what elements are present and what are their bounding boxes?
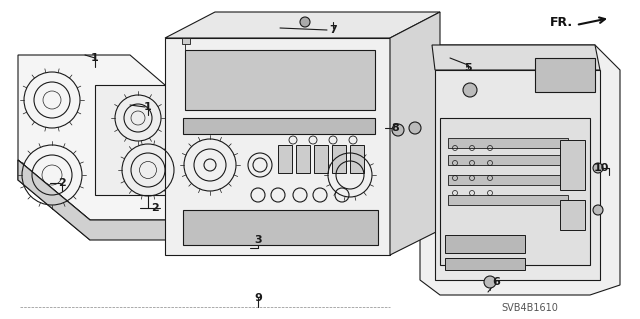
Bar <box>278 145 292 173</box>
Bar <box>445 235 525 253</box>
Circle shape <box>463 83 477 97</box>
Bar <box>560 140 585 190</box>
Text: FR.: FR. <box>550 16 573 28</box>
Text: 9: 9 <box>254 293 262 303</box>
Text: SVB4B1610: SVB4B1610 <box>502 303 559 313</box>
Polygon shape <box>435 70 600 280</box>
Bar <box>448 175 568 185</box>
Text: 7: 7 <box>329 25 337 35</box>
Bar <box>183 118 375 134</box>
Bar <box>182 38 190 44</box>
Text: 10: 10 <box>593 163 609 173</box>
Bar <box>560 200 585 230</box>
Bar <box>296 145 310 173</box>
Bar <box>448 155 568 165</box>
Polygon shape <box>18 160 90 240</box>
Polygon shape <box>165 38 390 255</box>
Circle shape <box>593 205 603 215</box>
Polygon shape <box>432 45 600 70</box>
Polygon shape <box>18 160 200 240</box>
Text: 6: 6 <box>492 277 500 287</box>
Bar <box>332 145 346 173</box>
Circle shape <box>300 17 310 27</box>
Circle shape <box>392 124 404 136</box>
Text: 2: 2 <box>58 178 66 188</box>
Polygon shape <box>165 12 440 38</box>
Bar <box>350 145 364 173</box>
Bar <box>445 258 525 270</box>
Text: 1: 1 <box>144 102 152 112</box>
Polygon shape <box>440 118 590 265</box>
Circle shape <box>484 276 496 288</box>
Polygon shape <box>535 58 595 92</box>
Text: 8: 8 <box>391 123 399 133</box>
Polygon shape <box>420 45 620 295</box>
Bar <box>448 195 568 205</box>
Text: 3: 3 <box>254 235 262 245</box>
Bar <box>183 210 378 245</box>
Bar <box>448 138 568 148</box>
Polygon shape <box>390 12 440 255</box>
Polygon shape <box>185 50 375 110</box>
Text: 2: 2 <box>151 203 159 213</box>
Circle shape <box>409 122 421 134</box>
Text: 1: 1 <box>91 53 99 63</box>
Circle shape <box>593 163 603 173</box>
Polygon shape <box>18 55 200 220</box>
Text: 5: 5 <box>464 63 472 73</box>
Bar <box>314 145 328 173</box>
Polygon shape <box>95 85 195 195</box>
